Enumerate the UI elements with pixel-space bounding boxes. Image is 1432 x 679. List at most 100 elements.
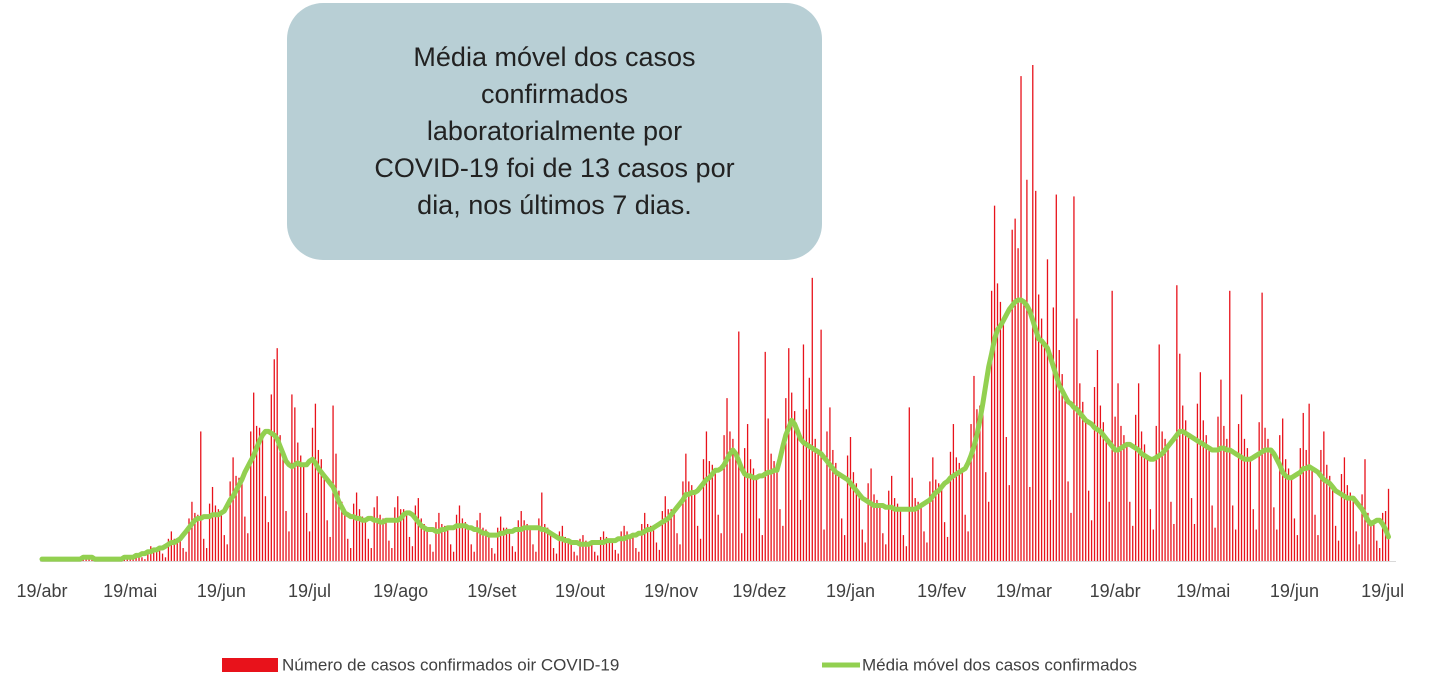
bar [667, 509, 669, 561]
bar [200, 431, 202, 561]
bar [370, 548, 372, 561]
bar [652, 527, 655, 561]
bar [502, 527, 505, 561]
bar [902, 535, 905, 561]
bar [520, 511, 522, 561]
bar [864, 542, 866, 561]
bar [611, 540, 614, 561]
bar [717, 514, 719, 561]
bar [1099, 405, 1102, 561]
bar [482, 527, 484, 561]
bar [744, 448, 746, 561]
bar [899, 509, 902, 561]
bar [173, 538, 175, 561]
bar [605, 536, 608, 561]
bar [1079, 383, 1081, 561]
annotation-line: COVID-19 foi de 13 casos por [374, 153, 735, 183]
bar [614, 549, 616, 561]
bar [855, 483, 858, 561]
bar [867, 483, 869, 561]
x-tick-label: 19/ago [373, 581, 428, 601]
bar [879, 505, 881, 561]
bar [785, 398, 787, 561]
bar [817, 451, 819, 561]
bar [876, 499, 878, 561]
bar [955, 457, 957, 561]
bar [1090, 520, 1093, 561]
bar [247, 533, 249, 561]
bar [1140, 431, 1143, 561]
legend-label: Número de casos confirmados oir COVID-19 [282, 655, 619, 674]
bar [402, 509, 405, 561]
bar [394, 507, 396, 561]
bar [570, 542, 572, 561]
bar [694, 492, 696, 561]
bar [1337, 540, 1340, 561]
bar [167, 538, 170, 561]
bar [732, 438, 734, 561]
bar [1234, 529, 1237, 561]
bar [220, 512, 222, 561]
bar [1302, 412, 1304, 561]
bar [555, 553, 558, 561]
bar [943, 522, 946, 561]
bar [250, 431, 252, 561]
bar [561, 525, 564, 561]
bar [661, 511, 663, 561]
bar [1326, 464, 1328, 561]
annotation-box: Média móvel dos casos confirmados laborato… [287, 3, 822, 260]
bar [688, 481, 690, 561]
bar [776, 470, 778, 561]
bar [1052, 307, 1055, 561]
bar [1367, 512, 1369, 561]
bar [511, 546, 514, 561]
bar [352, 503, 355, 561]
bar [767, 418, 769, 561]
bar [253, 392, 255, 561]
bar [729, 431, 731, 561]
bar [517, 520, 519, 561]
bar [1040, 318, 1043, 561]
bar [182, 548, 184, 561]
bar [993, 205, 996, 561]
bar [1137, 383, 1140, 561]
bar [305, 512, 308, 561]
bar [773, 461, 775, 561]
bar [973, 375, 975, 561]
bar [444, 525, 446, 561]
bar [544, 523, 546, 561]
bar [1220, 379, 1222, 561]
bar [341, 501, 343, 561]
bar [385, 520, 387, 561]
bar [485, 529, 487, 561]
bar [291, 394, 293, 561]
bar [1014, 218, 1016, 561]
bar [741, 533, 743, 561]
bar [1358, 544, 1360, 561]
bar [1373, 522, 1375, 561]
bar [179, 538, 181, 561]
bar [329, 536, 331, 561]
bar [999, 301, 1002, 561]
bar [1270, 449, 1272, 561]
bar [982, 403, 984, 561]
bar [452, 551, 455, 561]
bar [1205, 435, 1207, 561]
bar [891, 475, 893, 561]
bar [1329, 475, 1331, 561]
bar [158, 548, 161, 561]
bar [820, 329, 822, 561]
bar [323, 475, 325, 561]
bar [949, 451, 952, 561]
bar [355, 492, 358, 561]
legend-label: Média móvel dos casos confirmados [862, 655, 1137, 674]
bar [1296, 535, 1299, 561]
bar [676, 533, 678, 561]
bar [211, 486, 214, 561]
bar [1370, 520, 1372, 561]
bar [929, 481, 931, 561]
bar [1332, 486, 1334, 561]
bar [838, 474, 840, 561]
bar [1017, 248, 1019, 561]
